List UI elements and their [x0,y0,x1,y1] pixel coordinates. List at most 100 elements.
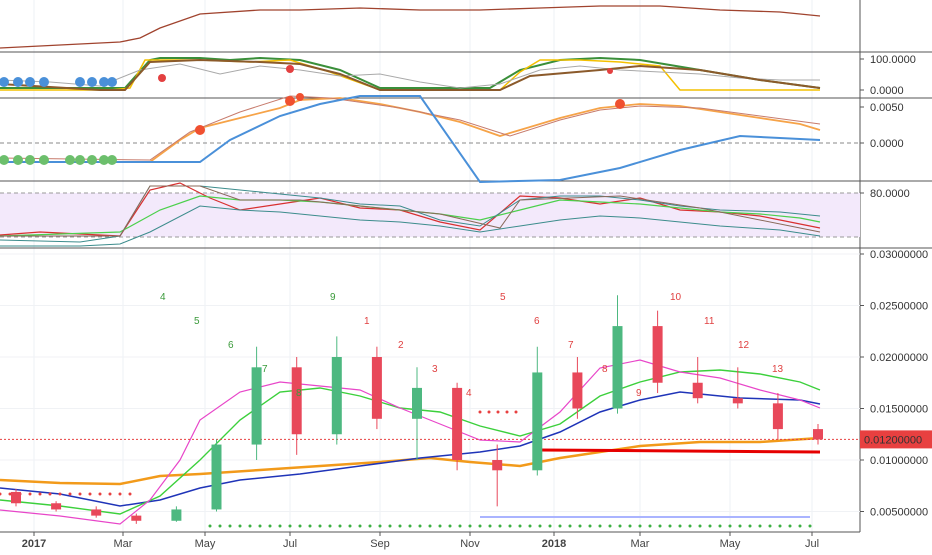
macd-marker [65,155,75,165]
stoch-marker [107,77,117,87]
macd-signal-line [0,95,821,161]
candle-body [452,387,463,460]
macd-line [0,97,821,163]
dotted-signal [378,524,382,528]
dotted-signal [28,492,32,496]
candle-body [131,515,142,521]
count-label: 2 [398,340,404,351]
stoch-marker [286,65,294,73]
last-price-label: 0.01200000 [864,434,922,446]
dotted-signal [698,524,702,528]
candle-body [572,372,583,409]
rsi-lower-band [0,205,821,247]
dotted-signal [718,524,722,528]
dotted-signal [688,524,692,528]
dotted-signal [398,524,402,528]
candle-body [772,403,783,430]
dotted-signal [278,524,282,528]
candle-body [291,367,302,435]
count-label: 7 [262,364,268,375]
dotted-signal [558,524,562,528]
candle-body [51,503,62,510]
dotted-signal [48,492,52,496]
price-tick-label: 0.0050 [870,102,904,114]
dotted-signal [678,524,682,528]
dotted-signal [208,524,212,528]
dotted-signal [308,524,312,528]
macd-marker [107,155,117,165]
price-tick-label: 100.0000 [870,54,916,66]
candle-body [813,429,823,440]
dotted-signal [428,524,432,528]
dotted-signal [514,410,518,414]
dotted-signal [68,492,72,496]
candle-body [371,357,382,419]
time-tick-label: May [720,538,741,550]
time-tick-label: Sep [370,538,390,550]
dotted-signal [368,524,372,528]
dotted-signal [608,524,612,528]
dotted-signal [458,524,462,528]
price-tick-label: 0.00500000 [870,507,928,519]
time-tick-label: Jul [805,538,819,550]
dotted-signal [228,524,232,528]
dotted-signal [768,524,772,528]
stoch-marker [87,77,97,87]
dotted-signal [478,410,482,414]
dotted-signal [708,524,712,528]
dotted-signal [728,524,732,528]
stoch-slow-line [0,58,821,91]
stoch-marker [607,68,613,74]
dotted-signal [388,524,392,528]
count-label: 3 [432,364,438,375]
candle-body [652,326,663,383]
dotted-signal [538,524,542,528]
count-label: 6 [534,316,540,327]
dotted-signal [478,524,482,528]
macd-marker [13,155,23,165]
time-tick-label: Mar [114,538,133,550]
stoch-marker [75,77,85,87]
dotted-signal [318,524,322,528]
macd-marker [296,93,304,101]
dotted-signal [578,524,582,528]
candle-body [331,357,342,435]
price-tick-label: 0.01500000 [870,404,928,416]
dotted-signal [505,410,509,414]
price-tick-label: 0.01000000 [870,455,928,467]
macd-marker [75,155,85,165]
dotted-signal [496,410,500,414]
count-label: 8 [602,364,608,375]
dotted-signal [598,524,602,528]
time-tick-label: May [195,538,216,550]
price-tick-label: 0.02500000 [870,301,928,313]
count-label: 10 [670,292,682,303]
count-label: 5 [194,316,200,327]
dotted-signal [298,524,302,528]
dotted-signal [78,492,82,496]
dotted-signal [528,524,532,528]
price-tick-label: 0.0000 [870,138,904,150]
dotted-signal [288,524,292,528]
count-label: 4 [466,388,472,399]
macd-histogram-line [0,95,821,184]
dotted-signal [548,524,552,528]
support-line [539,448,821,454]
stoch-marker [99,77,109,87]
macd-marker [87,155,97,165]
dotted-signal [248,524,252,528]
dotted-signal [778,524,782,528]
ma-orange [0,436,821,486]
time-tick-label: Nov [460,538,480,550]
dotted-signal [268,524,272,528]
dotted-signal [788,524,792,528]
price-tick-label: 0.03000000 [870,249,928,261]
stoch-marker [13,77,23,87]
candle-body [11,491,21,504]
count-label: 7 [568,340,574,351]
candle-body [612,326,623,409]
stoch-marker [39,77,49,87]
count-label: 5 [500,292,506,303]
candle-body [692,382,703,399]
